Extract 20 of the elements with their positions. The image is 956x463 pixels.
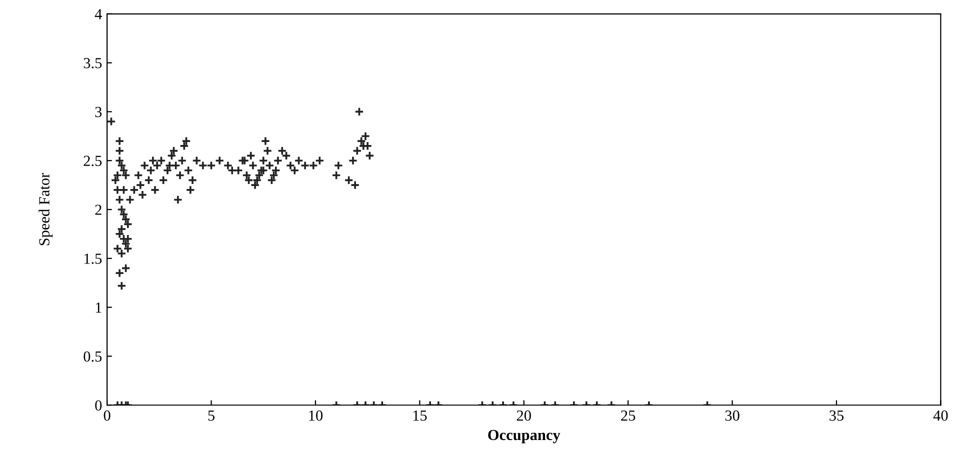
x-tick-label: 5 xyxy=(208,410,214,421)
x-tick-label: 40 xyxy=(933,410,948,421)
x-tick-label: 30 xyxy=(725,410,740,421)
x-tick-label: 0 xyxy=(104,410,110,421)
y-tick-label: 4 xyxy=(94,9,102,20)
y-tick-label: 2.5 xyxy=(84,156,102,166)
y-tick-label: 0.5 xyxy=(84,351,102,362)
y-axis-title: Speed Fator xyxy=(38,172,53,246)
x-tick-label: 15 xyxy=(413,410,427,421)
x-tick-label: 25 xyxy=(621,410,636,421)
y-tick-label: 2 xyxy=(95,204,102,215)
y-tick-label: 1 xyxy=(96,302,102,313)
y-tick-label: 3 xyxy=(95,106,102,118)
x-axis-title: Occupancy xyxy=(488,430,560,444)
y-tick-label: 0 xyxy=(95,400,102,411)
x-tick-label: 35 xyxy=(830,410,844,421)
y-tick-label: 3.5 xyxy=(84,58,102,68)
x-tick-label: 10 xyxy=(309,410,323,421)
x-tick-label: 20 xyxy=(516,410,531,421)
y-tick-label: 1.5 xyxy=(84,254,102,264)
